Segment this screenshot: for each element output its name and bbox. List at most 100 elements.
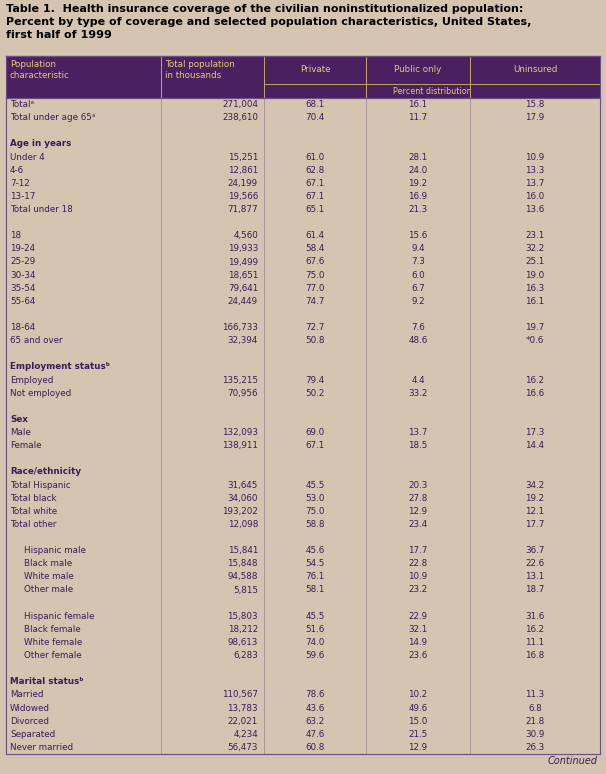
- Text: 18.7: 18.7: [525, 585, 545, 594]
- Text: Total white: Total white: [10, 507, 57, 515]
- Text: Under 4: Under 4: [10, 152, 45, 162]
- Text: 33.2: 33.2: [408, 389, 428, 398]
- Text: 23.6: 23.6: [408, 651, 428, 660]
- Text: 6,283: 6,283: [233, 651, 258, 660]
- Text: Hispanic female: Hispanic female: [24, 611, 95, 621]
- Text: Married: Married: [10, 690, 44, 700]
- Text: 10.9: 10.9: [408, 573, 428, 581]
- Text: 16.6: 16.6: [525, 389, 545, 398]
- Text: 9.2: 9.2: [411, 297, 425, 306]
- Text: 23.2: 23.2: [408, 585, 428, 594]
- Text: 13.3: 13.3: [525, 166, 545, 175]
- Text: Black female: Black female: [24, 625, 81, 634]
- Text: 23.4: 23.4: [408, 520, 428, 529]
- Text: 31.6: 31.6: [525, 611, 545, 621]
- Text: 25-29: 25-29: [10, 258, 35, 266]
- Text: 18: 18: [10, 231, 21, 240]
- Text: Separated: Separated: [10, 730, 55, 739]
- Text: 12.1: 12.1: [525, 507, 545, 515]
- Text: 45.6: 45.6: [305, 546, 325, 555]
- Text: 55-64: 55-64: [10, 297, 35, 306]
- Text: 20.3: 20.3: [408, 481, 428, 489]
- Text: 16.1: 16.1: [525, 297, 545, 306]
- Text: 67.1: 67.1: [305, 179, 325, 188]
- Text: 17.7: 17.7: [525, 520, 545, 529]
- Text: Hispanic male: Hispanic male: [24, 546, 86, 555]
- Text: 53.0: 53.0: [305, 494, 325, 502]
- Bar: [6, 98, 600, 754]
- Text: 22,021: 22,021: [228, 717, 258, 726]
- Text: 58.4: 58.4: [305, 245, 325, 253]
- Text: 61.4: 61.4: [305, 231, 325, 240]
- Text: 77.0: 77.0: [305, 284, 325, 293]
- Text: 76.1: 76.1: [305, 573, 325, 581]
- Text: 28.1: 28.1: [408, 152, 428, 162]
- Text: 6.7: 6.7: [411, 284, 425, 293]
- Text: 67.1: 67.1: [305, 192, 325, 201]
- Text: 11.1: 11.1: [525, 638, 545, 647]
- Text: 34,060: 34,060: [227, 494, 258, 502]
- Text: 19.0: 19.0: [525, 271, 545, 279]
- Text: 16.0: 16.0: [525, 192, 545, 201]
- Text: 74.7: 74.7: [305, 297, 325, 306]
- Text: 14.4: 14.4: [525, 441, 545, 450]
- Text: 98,613: 98,613: [228, 638, 258, 647]
- Text: Total black: Total black: [10, 494, 56, 502]
- Text: 75.0: 75.0: [305, 271, 325, 279]
- Text: 132,093: 132,093: [222, 428, 258, 437]
- Text: Population
characteristic: Population characteristic: [10, 60, 70, 80]
- Text: 21.5: 21.5: [408, 730, 428, 739]
- Text: Divorced: Divorced: [10, 717, 49, 726]
- Text: 21.3: 21.3: [408, 205, 428, 214]
- Text: 19,566: 19,566: [228, 192, 258, 201]
- Text: Female: Female: [10, 441, 41, 450]
- Text: 22.8: 22.8: [408, 560, 428, 568]
- Text: 18-64: 18-64: [10, 323, 35, 332]
- Text: White male: White male: [24, 573, 74, 581]
- Text: 4-6: 4-6: [10, 166, 24, 175]
- Text: 13,783: 13,783: [227, 704, 258, 713]
- Text: Total under age 65ᵃ: Total under age 65ᵃ: [10, 113, 95, 122]
- Text: Private: Private: [300, 66, 330, 74]
- Text: Widowed: Widowed: [10, 704, 50, 713]
- Text: 49.6: 49.6: [408, 704, 428, 713]
- Text: 7.6: 7.6: [411, 323, 425, 332]
- Text: 47.6: 47.6: [305, 730, 325, 739]
- Text: 15,848: 15,848: [227, 560, 258, 568]
- Text: 16.3: 16.3: [525, 284, 545, 293]
- Text: 16.8: 16.8: [525, 651, 545, 660]
- Text: 13.7: 13.7: [408, 428, 428, 437]
- Text: 75.0: 75.0: [305, 507, 325, 515]
- Text: 15.6: 15.6: [408, 231, 428, 240]
- Text: 13.7: 13.7: [525, 179, 545, 188]
- Text: 50.8: 50.8: [305, 336, 325, 345]
- Text: 56,473: 56,473: [227, 743, 258, 752]
- Text: 12.9: 12.9: [408, 743, 428, 752]
- Text: Percent by type of coverage and selected population characteristics, United Stat: Percent by type of coverage and selected…: [6, 17, 531, 27]
- Text: Other female: Other female: [24, 651, 82, 660]
- Text: 32.2: 32.2: [525, 245, 545, 253]
- Text: Other male: Other male: [24, 585, 73, 594]
- Text: 58.8: 58.8: [305, 520, 325, 529]
- Text: 14.9: 14.9: [408, 638, 428, 647]
- Text: 67.6: 67.6: [305, 258, 325, 266]
- Text: Total Hispanic: Total Hispanic: [10, 481, 71, 489]
- Text: 79,641: 79,641: [228, 284, 258, 293]
- Text: White female: White female: [24, 638, 82, 647]
- Text: 50.2: 50.2: [305, 389, 325, 398]
- Text: 19,933: 19,933: [228, 245, 258, 253]
- Text: 6.8: 6.8: [528, 704, 542, 713]
- Text: 70.4: 70.4: [305, 113, 325, 122]
- Text: Total population
in thousands: Total population in thousands: [165, 60, 235, 80]
- Text: Male: Male: [10, 428, 31, 437]
- Text: 19.2: 19.2: [525, 494, 545, 502]
- Text: 18,651: 18,651: [228, 271, 258, 279]
- Text: 11.3: 11.3: [525, 690, 545, 700]
- Text: 35-54: 35-54: [10, 284, 36, 293]
- Text: Employed: Employed: [10, 375, 53, 385]
- Text: 18,212: 18,212: [228, 625, 258, 634]
- Text: Sex: Sex: [10, 415, 28, 424]
- Text: 19-24: 19-24: [10, 245, 35, 253]
- Text: 238,610: 238,610: [222, 113, 258, 122]
- Text: 4,234: 4,234: [233, 730, 258, 739]
